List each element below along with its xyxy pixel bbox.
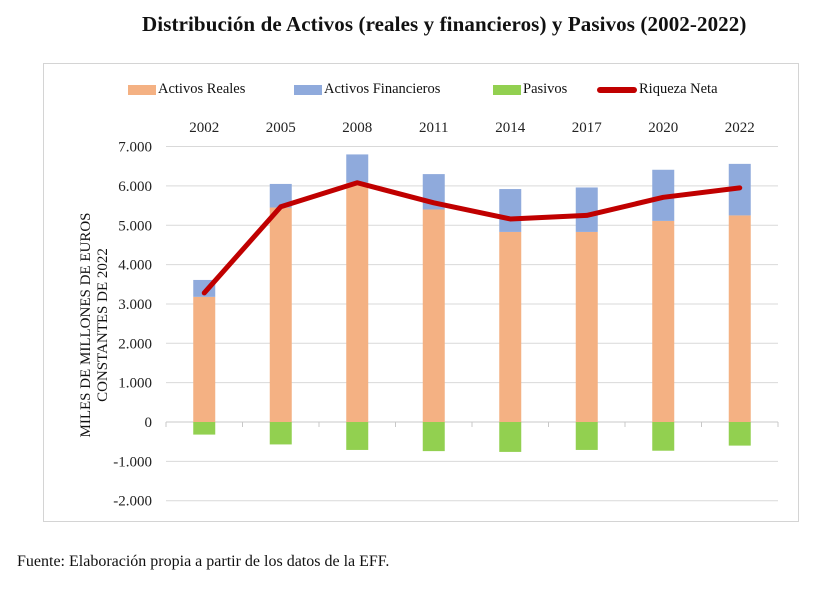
bar-pasivos (575, 422, 598, 450)
bar-activos-reales (728, 215, 751, 422)
x-tick-label: 2022 (725, 120, 755, 136)
legend-item-activos-financieros: Activos Financieros (294, 81, 440, 98)
bar-activos-reales (652, 220, 675, 422)
y-tick-label: 0 (145, 415, 153, 431)
bar-activos-reales (575, 231, 598, 422)
y-tick-label: -1.000 (113, 454, 152, 470)
legend-label-pasivos: Pasivos (523, 81, 568, 97)
legend-label-activos-financieros: Activos Financieros (324, 81, 441, 97)
x-tick-label: 2020 (648, 120, 678, 136)
y-tick-label: 1.000 (118, 376, 152, 392)
y-tick-label: 7.000 (118, 140, 152, 156)
legend-label-activos-reales: Activos Reales (158, 81, 246, 97)
y-tick-label: 3.000 (118, 297, 152, 313)
y-tick-label: 2.000 (118, 336, 152, 352)
bar-activos-reales (346, 182, 369, 422)
bar-pasivos (346, 422, 369, 450)
legend-line-riqueza-neta (597, 86, 637, 93)
legend-label-riqueza-neta: Riqueza Neta (639, 81, 718, 97)
bar-pasivos (652, 422, 675, 451)
legend-swatch-pasivos (493, 84, 521, 95)
bar-pasivos (422, 422, 445, 452)
y-tick-label: 5.000 (118, 218, 152, 234)
bar-pasivos (499, 422, 522, 452)
bar-pasivos (728, 422, 751, 446)
source-footnote: Fuente: Elaboración propia a partir de l… (17, 553, 390, 570)
line-riqueza-neta (201, 180, 743, 296)
x-tick-label: 2005 (266, 120, 296, 136)
y-tick-label: -2.000 (113, 494, 152, 510)
bar-activos-reales (269, 207, 292, 422)
bar-activos-financieros (499, 189, 522, 232)
legend-item-activos-reales: Activos Reales (128, 81, 245, 98)
legend-item-riqueza-neta: Riqueza Neta (597, 81, 718, 98)
x-tick-label: 2002 (189, 120, 219, 136)
y-tick-label: 4.000 (118, 258, 152, 274)
bar-pasivos (193, 422, 216, 435)
bar-activos-reales (499, 231, 522, 422)
bar-activos-reales (422, 209, 445, 422)
x-tick-label: 2014 (495, 120, 526, 136)
x-tick-label: 2017 (572, 120, 603, 136)
bar-activos-reales (193, 296, 216, 422)
bar-pasivos (269, 422, 292, 445)
legend-swatch-activos-reales (128, 84, 156, 95)
x-tick-label: 2008 (342, 120, 372, 136)
chart-frame (43, 63, 799, 522)
y-tick-label: 6.000 (118, 179, 152, 195)
bar-activos-financieros (346, 154, 369, 183)
x-tick-label: 2011 (419, 120, 448, 136)
legend-item-pasivos: Pasivos (493, 81, 567, 98)
legend-swatch-activos-financieros (294, 84, 322, 95)
chart-title: Distribución de Activos (reales y financ… (142, 12, 747, 36)
bar-activos-financieros (575, 187, 598, 232)
bar-activos-financieros (269, 183, 292, 208)
